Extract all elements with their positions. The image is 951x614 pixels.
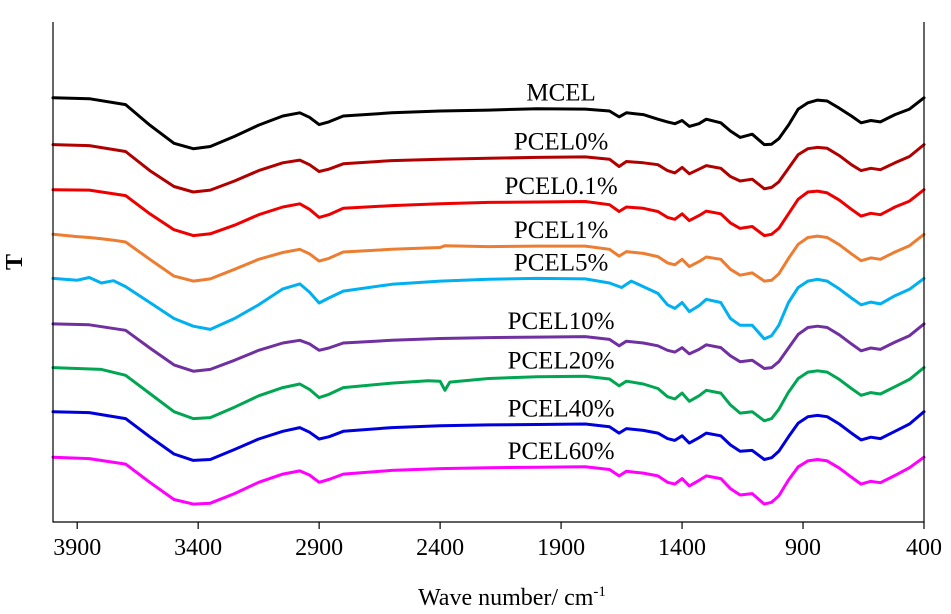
series-label-pcel0-: PCEL0% [514,128,608,155]
y-axis-title: T [2,254,28,270]
x-tick-label-1900: 1900 [537,535,585,561]
series-line-pcel40- [51,410,926,462]
series-label-pcel20-: PCEL20% [508,348,615,375]
x-tick-label-2900: 2900 [295,535,343,561]
x-axis-title-text: Wave number/ cm [418,585,594,611]
series-label-pcel40-: PCEL40% [508,396,615,423]
series-label-pcel0-1-: PCEL0.1% [504,173,617,200]
series-line-mcel [51,96,926,151]
series-label-mcel: MCEL [526,80,595,107]
series-line-pcel10- [51,322,926,373]
series-labels: MCEL PCEL0% PCEL0.1% PCEL1% PCEL5% PCEL10% PCE… [504,80,617,466]
series-line-pcel5- [51,276,926,341]
axes-layer: 3900 3400 2900 2400 1900 1400 900 400 [52,22,942,561]
x-tick-label-3400: 3400 [174,535,222,561]
series-label-pcel5-: PCEL5% [514,249,608,276]
x-axis-title-exponent: -1 [593,584,606,600]
x-tick-label-400: 400 [906,535,942,561]
axis-frame [52,22,925,523]
x-tick-label-900: 900 [785,535,821,561]
series-line-pcel0- [51,143,926,194]
series-layer [51,96,926,506]
x-tick-label-3900: 3900 [53,535,101,561]
series-line-pcel0-1- [51,188,926,238]
series-label-pcel1-: PCEL1% [514,217,608,244]
series-line-pcel1- [51,232,926,283]
x-tick-label-1400: 1400 [658,535,706,561]
series-line-pcel20- [51,366,926,423]
series-label-pcel60-: PCEL60% [508,438,615,465]
x-tick-label-2400: 2400 [416,535,464,561]
x-axis-title: Wave number/ cm-1 [418,584,606,611]
series-label-pcel10-: PCEL10% [508,308,615,335]
series-line-pcel60- [51,455,926,506]
